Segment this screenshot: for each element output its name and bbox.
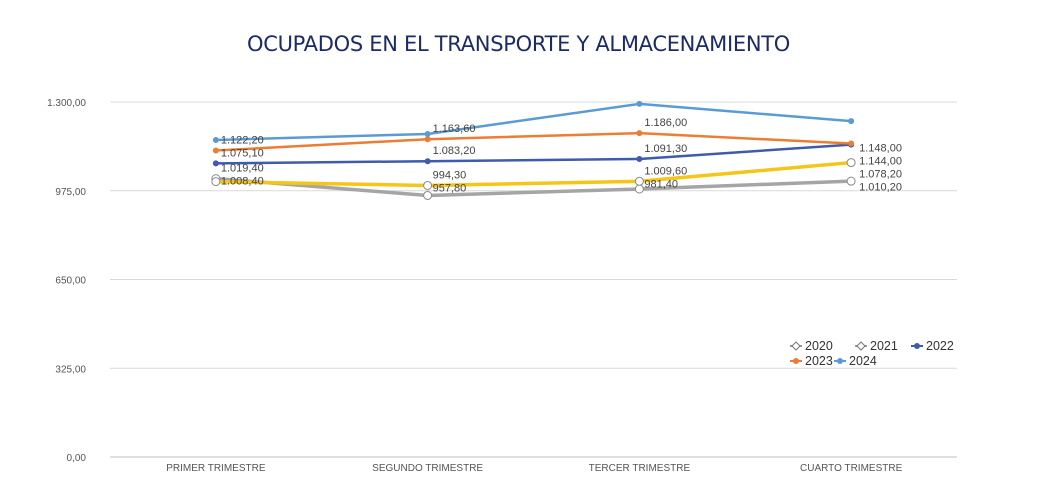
data-label-2020: 1.019,40	[221, 163, 264, 175]
data-label-2022: 1.144,00	[859, 156, 902, 168]
series-line-2021	[215, 160, 852, 188]
y-tick-label: 975,00	[55, 187, 86, 198]
point-2020	[423, 190, 433, 200]
point-2023	[212, 147, 219, 154]
point-2021	[211, 177, 221, 187]
legend-marker-2021	[856, 341, 866, 351]
point-2022	[424, 158, 431, 165]
chart-title: OCUPADOS EN EL TRANSPORTE Y ALMACENAMIEN…	[247, 32, 790, 56]
legend-marker-2022	[914, 343, 920, 349]
data-label-2022: 1.083,20	[433, 145, 476, 157]
series-line-2022	[215, 143, 852, 165]
series-line-2020	[215, 176, 852, 198]
point-2021	[423, 180, 433, 190]
point-2020	[634, 184, 644, 194]
data-label-2021: 1.008,40	[221, 176, 264, 188]
point-2023	[848, 140, 855, 147]
legend-label-2021: 2021	[870, 339, 898, 353]
point-2020	[846, 176, 856, 186]
y-tick-label: 0,00	[67, 453, 87, 464]
point-2022	[636, 155, 643, 162]
series-line-2023	[215, 131, 852, 152]
x-tick-label: SEGUNDO TRIMESTRE	[372, 463, 483, 474]
x-tick-label: PRIMER TRIMESTRE	[166, 463, 266, 474]
data-label-2020: 1.010,20	[859, 182, 902, 194]
data-label-2023: 1.122,20	[221, 135, 264, 147]
data-label-2023: 1.186,00	[644, 117, 687, 129]
data-label-2020: 981,40	[644, 178, 678, 190]
point-2024	[424, 130, 431, 137]
x-tick-label: TERCER TRIMESTRE	[589, 463, 691, 474]
data-label-2021: 1.078,20	[859, 169, 902, 181]
data-label-2021: 1.009,60	[644, 165, 687, 177]
y-tick-label: 1.300,00	[47, 98, 86, 109]
point-2022	[212, 160, 219, 167]
point-2024	[636, 100, 643, 107]
legend-label-2022: 2022	[926, 339, 954, 353]
point-2021	[634, 176, 644, 186]
data-label-2021: 994,30	[433, 169, 467, 181]
point-2024	[212, 136, 219, 143]
data-label-2023: 1.148,00	[859, 143, 902, 155]
legend-label-2023: 2023	[805, 354, 833, 368]
data-label-2023: 1.163,60	[433, 123, 476, 135]
data-label-2022: 1.091,30	[644, 143, 687, 155]
point-2023	[636, 130, 643, 137]
series-line-2024	[215, 102, 852, 142]
point-2024	[848, 118, 855, 125]
legend-label-2020: 2020	[805, 339, 833, 353]
data-label-2022: 1.075,10	[221, 148, 264, 160]
legend-label-2024: 2024	[849, 354, 877, 368]
x-tick-label: CUARTO TRIMESTRE	[800, 463, 903, 474]
legend-marker-2020	[791, 341, 801, 351]
legend-marker-2024	[837, 358, 843, 364]
legend-marker-2023	[793, 358, 799, 364]
y-tick-label: 650,00	[55, 276, 86, 287]
point-2021	[846, 158, 856, 168]
point-2023	[424, 136, 431, 143]
data-label-2020: 957,80	[433, 182, 467, 194]
y-tick-label: 325,00	[55, 364, 86, 375]
